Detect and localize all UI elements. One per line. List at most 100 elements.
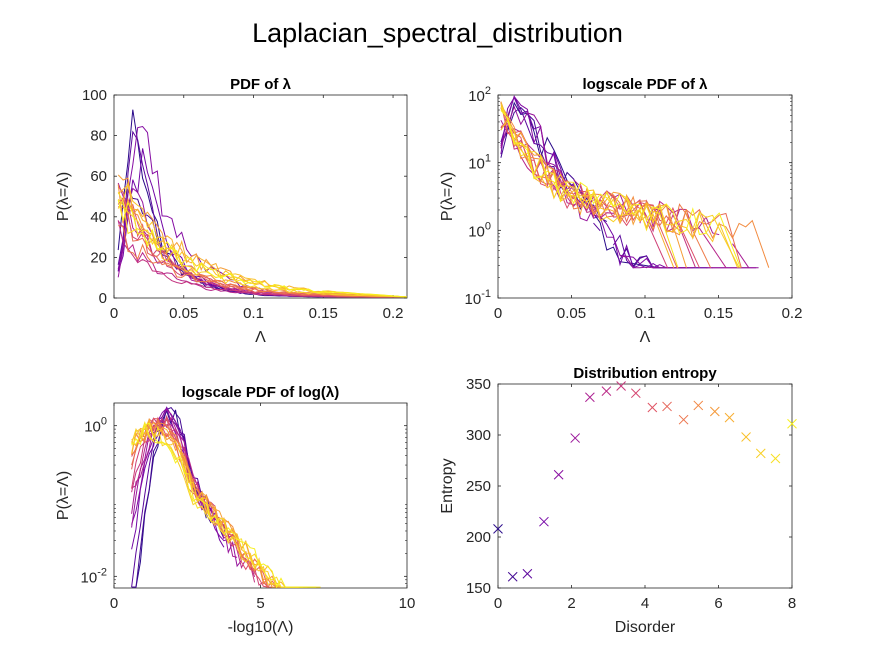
- y-tick-label: 102: [468, 85, 491, 105]
- panel-title: PDF of λ: [230, 76, 291, 93]
- x-tick-label: 0: [494, 595, 502, 612]
- x-tick-label: 10: [399, 595, 416, 612]
- marker-stroke: [539, 516, 549, 527]
- panel-title: logscale PDF of log(λ): [182, 384, 340, 401]
- x-axis-label: Λ: [640, 329, 651, 346]
- x-tick-label: 0: [110, 595, 118, 612]
- x-tick-label: 4: [641, 595, 649, 612]
- x-tick-label: 0.05: [557, 305, 586, 322]
- marker-stroke: [630, 388, 641, 399]
- data-point: [601, 386, 612, 396]
- marker-stroke: [522, 568, 533, 579]
- y-axis-label: P(λ=Λ): [439, 172, 456, 221]
- y-axis-label: P(λ=Λ): [55, 471, 72, 520]
- data-point: [647, 402, 658, 413]
- data-point: [493, 523, 503, 534]
- series-line: [117, 220, 407, 298]
- data-point: [755, 448, 766, 459]
- data-point: [787, 418, 797, 429]
- marker-stroke: [570, 433, 581, 443]
- marker-stroke: [787, 418, 797, 429]
- x-tick-label: 0.1: [635, 305, 656, 322]
- data-point: [522, 568, 533, 579]
- series-line: [500, 106, 679, 268]
- data-point: [741, 432, 751, 442]
- marker-stroke: [693, 400, 704, 411]
- data-point: [507, 571, 518, 582]
- series-line: [500, 108, 675, 268]
- series-line: [131, 416, 268, 588]
- y-tick-label: 101: [468, 153, 491, 173]
- series-line: [500, 109, 741, 268]
- subplot-4: Distribution entropy 0 2 4 6 8 150 200 250 300 350…: [439, 365, 797, 636]
- subplot-1: PDF of λ 0 0.05 0.1 0.15 0.2 0 20 40 60 80 100 Λ P(λ=…: [55, 76, 408, 346]
- x-tick-label: 2: [567, 595, 575, 612]
- marker-stroke: [741, 432, 751, 442]
- subplot-3: logscale PDF of log(λ) 0 5 10 10-2 100 -log10(…: [55, 384, 415, 636]
- y-tick-label: 300: [466, 427, 491, 444]
- y-tick-label: 40: [90, 209, 107, 226]
- y-tick-label: 100: [84, 416, 107, 436]
- figure-title: Laplacian_spectral_distribution: [252, 18, 623, 48]
- data-point: [709, 406, 720, 417]
- data-point: [616, 381, 626, 391]
- x-tick-label: 0: [494, 305, 502, 322]
- series-line: [131, 419, 290, 588]
- marker-stroke: [755, 448, 766, 459]
- series-line: [131, 424, 238, 558]
- subplot-2: logscale PDF of λ 0 0.05 0.1 0.15 0.2 10-1 100 1…: [439, 76, 802, 346]
- x-tick-label: 6: [714, 595, 722, 612]
- x-tick-label: 5: [256, 595, 264, 612]
- data-point: [770, 453, 781, 464]
- data-point: [553, 469, 564, 480]
- axes-frame: [497, 94, 793, 299]
- marker-stroke: [616, 381, 626, 391]
- series-group: [131, 406, 321, 588]
- panel-title: Distribution entropy: [573, 365, 717, 382]
- x-tick-label: 0.15: [704, 305, 733, 322]
- marker-stroke: [585, 392, 595, 403]
- y-tick-label: 100: [468, 220, 491, 240]
- x-tick-label: 8: [788, 595, 796, 612]
- series-line: [118, 225, 407, 298]
- y-tick-label: 10-1: [465, 288, 491, 308]
- data-point: [693, 400, 704, 411]
- y-tick-label: 250: [466, 478, 491, 495]
- marker-stroke: [493, 523, 503, 534]
- y-tick-label: 80: [90, 128, 107, 145]
- x-axis-label: -log10(Λ): [228, 619, 294, 636]
- y-tick-label: 60: [90, 168, 107, 185]
- x-axis-label: Disorder: [615, 619, 676, 636]
- y-tick-label: 100: [82, 87, 107, 104]
- data-point: [678, 414, 689, 425]
- marker-stroke: [724, 412, 735, 423]
- marker-stroke: [647, 402, 658, 413]
- marker-stroke: [601, 386, 612, 396]
- y-tick-label: 10-2: [81, 566, 107, 586]
- data-point: [662, 401, 672, 412]
- marker-stroke: [709, 406, 720, 417]
- y-tick-label: 150: [466, 580, 491, 597]
- x-tick-label: 0.1: [243, 305, 264, 322]
- x-axis-label: Λ: [255, 329, 266, 346]
- series-line: [131, 422, 317, 588]
- axes-frame: [497, 383, 793, 589]
- marker-stroke: [678, 414, 689, 425]
- x-tick-label: 0.2: [782, 305, 803, 322]
- series-line: [117, 199, 407, 298]
- x-tick-label: 0: [110, 305, 118, 322]
- x-tick-label: 0.2: [383, 305, 404, 322]
- data-point: [585, 392, 595, 403]
- y-tick-label: 350: [466, 376, 491, 393]
- marker-stroke: [770, 453, 781, 464]
- marker-stroke: [553, 469, 564, 480]
- panel-title: logscale PDF of λ: [582, 76, 708, 93]
- data-point: [539, 516, 549, 527]
- data-point: [630, 388, 641, 399]
- series-group: [117, 109, 407, 298]
- y-tick-label: 200: [466, 529, 491, 546]
- marker-stroke: [507, 571, 518, 582]
- series-line: [117, 191, 407, 298]
